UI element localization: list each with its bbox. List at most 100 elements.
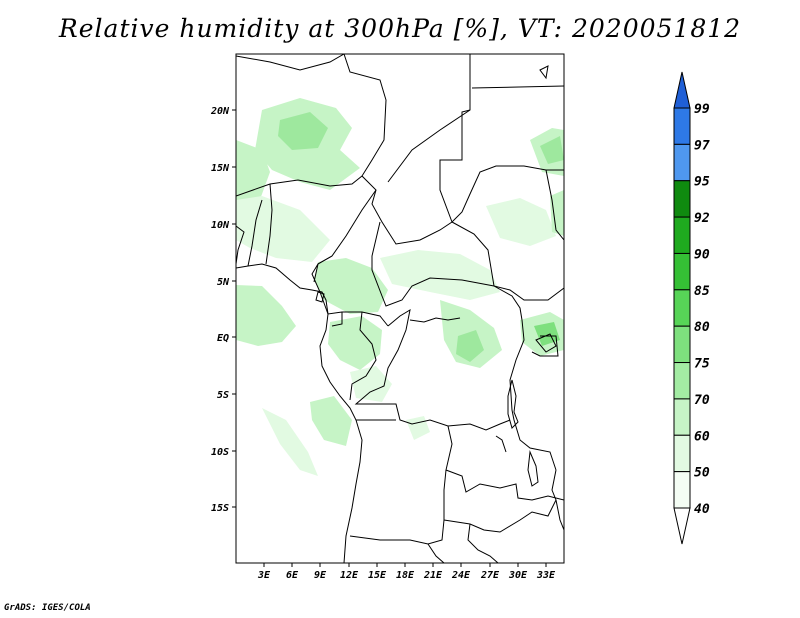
lon-label: 21E bbox=[423, 570, 443, 581]
island-outline bbox=[539, 65, 549, 80]
border-line bbox=[439, 109, 471, 223]
humidity-area bbox=[350, 366, 392, 402]
border-line bbox=[427, 543, 445, 563]
border-line bbox=[265, 183, 273, 265]
lat-label: EQ bbox=[217, 333, 229, 344]
colorbar-segment bbox=[673, 107, 691, 145]
border-line bbox=[509, 319, 557, 471]
border-line bbox=[236, 175, 363, 197]
lat-label: 5N bbox=[217, 277, 230, 288]
lon-label: 33E bbox=[536, 570, 556, 581]
lat-label: 5S bbox=[217, 390, 229, 401]
border-line bbox=[467, 523, 499, 563]
border-line bbox=[236, 54, 345, 71]
border-line bbox=[471, 85, 564, 89]
colorbar-label: 60 bbox=[694, 429, 710, 444]
lon-label: 30E bbox=[508, 570, 528, 581]
humidity-area bbox=[310, 396, 352, 446]
lon-label: 18E bbox=[396, 570, 415, 581]
lat-label: 10S bbox=[211, 447, 229, 458]
humidity-area bbox=[236, 196, 330, 262]
lon-label: 12E bbox=[340, 570, 359, 581]
humidity-area bbox=[314, 258, 388, 314]
colorbar-label: 95 bbox=[694, 175, 710, 190]
lat-ticks bbox=[232, 109, 236, 508]
colorbar-segment bbox=[673, 143, 691, 182]
lat-label: 15S bbox=[211, 503, 229, 514]
lon-label: 9E bbox=[314, 570, 327, 581]
humidity-area bbox=[486, 198, 556, 246]
colorbar-segment bbox=[673, 289, 691, 327]
lon-label: 24E bbox=[451, 570, 471, 581]
lon-label: 6E bbox=[286, 570, 299, 581]
border-line bbox=[451, 221, 564, 301]
lake-outline bbox=[507, 379, 519, 429]
border-line bbox=[311, 255, 389, 327]
border-line bbox=[443, 499, 557, 533]
humidity-area bbox=[236, 140, 270, 205]
colorbar-segment bbox=[673, 325, 691, 364]
border-line bbox=[493, 285, 523, 321]
colorbar-segment bbox=[673, 434, 691, 473]
country-borders bbox=[236, 54, 564, 563]
colorbar-label: 70 bbox=[694, 393, 710, 408]
colorbar-label: 92 bbox=[694, 211, 710, 226]
border-line bbox=[349, 469, 447, 545]
colorbar-segment bbox=[673, 362, 691, 400]
border-line bbox=[371, 221, 495, 307]
lat-label: 10N bbox=[211, 220, 230, 231]
humidity-area bbox=[328, 316, 382, 370]
border-line bbox=[343, 54, 564, 245]
river-outline bbox=[495, 435, 507, 453]
lat-label: 20N bbox=[210, 106, 230, 117]
border-line bbox=[349, 311, 377, 401]
lon-ticks bbox=[263, 563, 547, 567]
colorbar-segment bbox=[673, 398, 691, 436]
colorbar-segment bbox=[673, 252, 691, 291]
lon-label: 3E bbox=[257, 570, 271, 581]
humidity-area bbox=[456, 330, 484, 362]
border-line bbox=[236, 225, 245, 265]
colorbar-label: 75 bbox=[694, 357, 710, 372]
colorbar-label: 85 bbox=[694, 284, 710, 299]
lon-label: 15E bbox=[368, 570, 387, 581]
border-line bbox=[247, 199, 263, 267]
island-outline bbox=[315, 291, 325, 303]
colorbar: 99 97 95 92 90 85 80 75 70 60 50 40 bbox=[673, 71, 710, 545]
lon-label: 27E bbox=[480, 570, 500, 581]
colorbar-segment bbox=[673, 507, 691, 545]
colorbar-segment bbox=[673, 471, 691, 509]
lat-label: 15N bbox=[211, 163, 230, 174]
humidity-area bbox=[406, 416, 430, 440]
border-line bbox=[331, 312, 343, 327]
humidity-area bbox=[278, 112, 328, 150]
colorbar-label: 40 bbox=[694, 502, 710, 517]
border-line bbox=[313, 189, 377, 283]
humidity-area bbox=[262, 408, 318, 476]
colorbar-label: 97 bbox=[694, 138, 710, 153]
lake-outline bbox=[527, 450, 539, 487]
chart-title: Relative humidity at 300hPa [%], VT: 202… bbox=[58, 14, 742, 43]
humidity-shading bbox=[236, 98, 564, 476]
colorbar-label: 99 bbox=[694, 102, 710, 117]
credit-label: GrADS: IGES/COLA bbox=[4, 603, 91, 613]
humidity-area bbox=[550, 190, 564, 236]
map-frame bbox=[235, 53, 565, 564]
border-line bbox=[354, 308, 511, 431]
border-line bbox=[545, 169, 564, 241]
lake-outline bbox=[535, 333, 557, 353]
border-line bbox=[551, 469, 564, 531]
border-line bbox=[445, 425, 564, 501]
coastline bbox=[236, 263, 363, 563]
humidity-area bbox=[540, 136, 564, 164]
colorbar-segment bbox=[673, 216, 691, 254]
border-line bbox=[387, 54, 471, 183]
colorbar-label: 80 bbox=[694, 320, 710, 335]
colorbar-segment bbox=[673, 180, 691, 218]
colorbar-label: 50 bbox=[694, 466, 710, 481]
humidity-area bbox=[236, 285, 296, 346]
river-outline bbox=[409, 317, 461, 323]
colorbar-label: 90 bbox=[694, 247, 710, 262]
humidity-area bbox=[380, 250, 500, 300]
